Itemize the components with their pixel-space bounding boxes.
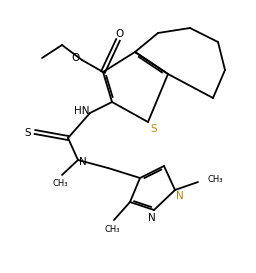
Text: N: N xyxy=(148,213,156,223)
Text: S: S xyxy=(151,124,157,134)
Text: CH₃: CH₃ xyxy=(104,224,120,233)
Text: HN: HN xyxy=(74,106,90,116)
Text: N: N xyxy=(79,157,87,167)
Text: CH₃: CH₃ xyxy=(208,176,223,185)
Text: O: O xyxy=(72,53,80,63)
Text: N: N xyxy=(176,191,184,201)
Text: O: O xyxy=(116,29,124,39)
Text: CH₃: CH₃ xyxy=(52,179,68,188)
Text: S: S xyxy=(25,128,31,138)
